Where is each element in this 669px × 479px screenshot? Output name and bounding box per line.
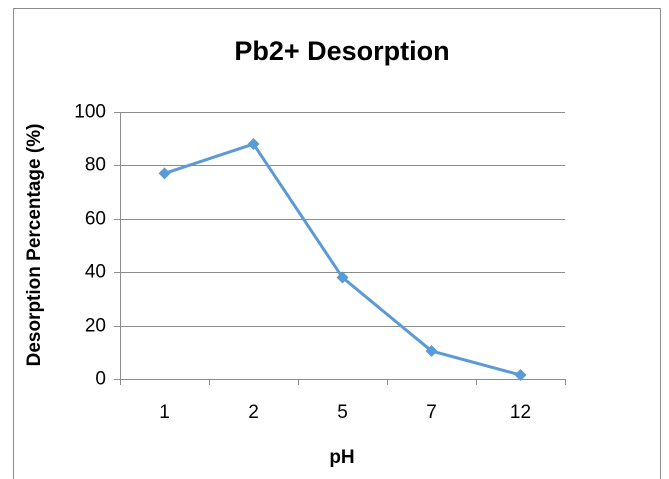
data-point bbox=[425, 344, 438, 357]
y-tick-label: 60 bbox=[85, 209, 106, 230]
x-axis-label: pH bbox=[329, 447, 354, 468]
x-tick-label: 2 bbox=[248, 402, 259, 423]
data-point bbox=[336, 271, 349, 284]
chart-title: Pb2+ Desorption bbox=[234, 36, 449, 66]
y-tick-label: 100 bbox=[74, 102, 106, 123]
x-tick-label: 12 bbox=[510, 402, 531, 423]
y-tick-label: 80 bbox=[85, 155, 106, 176]
x-tick-label: 5 bbox=[337, 402, 348, 423]
y-tick-label: 20 bbox=[85, 316, 106, 337]
data-point bbox=[514, 368, 527, 381]
y-axis-label: Desorption Percentage (%) bbox=[24, 124, 45, 367]
x-tick-label: 7 bbox=[426, 402, 437, 423]
chart-frame bbox=[13, 8, 661, 479]
y-tick-label: 40 bbox=[85, 262, 106, 283]
x-tick-label: 1 bbox=[159, 402, 170, 423]
data-point bbox=[158, 167, 171, 180]
data-point bbox=[247, 138, 260, 151]
y-tick-label: 0 bbox=[95, 369, 106, 390]
